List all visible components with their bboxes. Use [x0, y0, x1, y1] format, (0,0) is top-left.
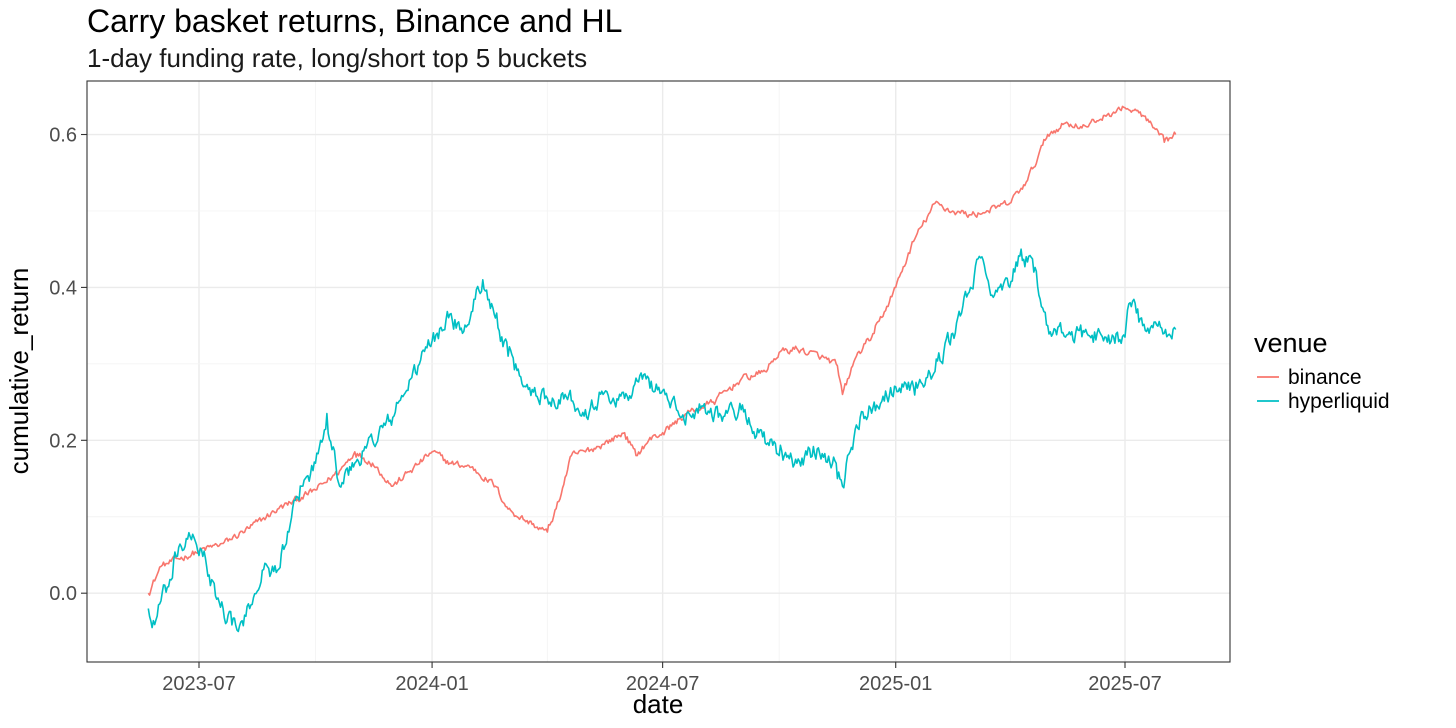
x-tick-label: 2025-01: [859, 673, 932, 695]
legend-label-binance: binance: [1288, 366, 1362, 389]
x-tick-label: 2023-07: [162, 673, 235, 695]
y-axis-title: cumulative_return: [4, 268, 34, 475]
series-line-hyperliquid: [147, 248, 1177, 633]
plot-panel-border: [86, 80, 1231, 663]
x-tick-label: 2024-07: [626, 673, 699, 695]
x-axis-title: date: [633, 689, 684, 719]
chart-subtitle: 1-day funding rate, long/short top 5 buc…: [87, 43, 587, 73]
chart-title: Carry basket returns, Binance and HL: [87, 3, 622, 39]
y-tick-label: 0.2: [49, 430, 77, 452]
y-tick-label: 0.4: [49, 277, 77, 299]
legend-title: venue: [1254, 328, 1328, 358]
legend-label-hyperliquid: hyperliquid: [1288, 390, 1390, 413]
y-tick-label: 0.6: [49, 125, 77, 147]
x-tick-label: 2025-07: [1088, 673, 1161, 695]
axis-ticks: 2023-07 2024-01 2024-07 2025-01 2025-07 0.0 0.…: [49, 125, 1162, 695]
x-tick-label: 2024-01: [395, 673, 468, 695]
series-lines: [147, 105, 1177, 633]
y-tick-label: 0.0: [49, 583, 77, 605]
series-line-binance: [147, 105, 1177, 596]
grid: [87, 81, 1230, 662]
